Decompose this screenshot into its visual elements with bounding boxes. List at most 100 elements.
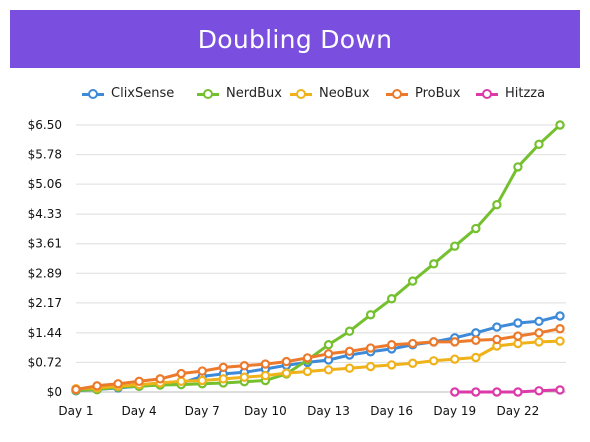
data-point-neobux [471,352,481,363]
chart-title: Doubling Down [197,24,393,54]
legend-label: Hitzza [505,86,546,101]
data-point-neobux [239,372,250,382]
data-point-hitzza [513,387,523,397]
x-tick-label: Day 7 [185,404,220,418]
data-point-hitzza [534,386,544,396]
y-tick-label: $2.89 [28,266,62,280]
x-tick-label: Day 16 [370,404,413,418]
legend-item-hitzza: Hitzza [476,86,545,101]
data-point-neobux [450,354,460,364]
y-tick-label: $0 [47,385,62,399]
data-point-neobux [281,368,292,378]
data-point-nerdbux [534,139,544,150]
legend-item-nerdbux: NerdBux [197,86,282,101]
data-point-hitzza [450,387,460,397]
legend-label: ProBux [415,86,461,101]
series-line-probux [74,327,562,391]
y-tick-label: $1.44 [28,326,62,340]
legend-swatch [476,87,498,101]
data-point-probux [113,379,123,389]
y-tick-label: $5.78 [28,148,62,162]
legend-swatch [290,87,312,101]
data-point-probux [218,362,229,373]
data-point-probux [134,376,144,387]
data-point-hitzza [555,385,565,395]
chart-title-bar: Doubling Down [10,10,580,68]
data-point-probux [386,340,397,350]
data-point-probux [450,337,460,347]
x-tick-label: Day 22 [497,404,540,418]
data-point-nerdbux [513,162,523,172]
legend-item-neobux: NeoBux [290,86,370,101]
y-tick-label: $2.17 [28,296,62,310]
data-point-probux [260,359,271,369]
data-point-probux [534,328,544,338]
y-tick-label: $4.33 [28,207,62,221]
data-point-neobux [176,376,186,387]
legend-swatch [82,87,104,101]
data-point-hitzza [471,387,481,397]
y-tick-label: $5.06 [28,177,62,191]
data-point-probux [281,356,292,367]
data-point-nerdbux [471,223,481,234]
data-point-nerdbux [407,276,418,286]
series-line-hitzza [453,388,562,394]
data-point-clixsense [534,316,544,327]
data-point-neobux [260,370,271,381]
data-point-probux [239,361,250,371]
data-point-probux [344,346,355,357]
data-point-neobux [197,375,207,386]
legend-swatch [386,87,408,101]
legend-item-clixsense: ClixSense [82,86,174,101]
data-point-nerdbux [323,340,334,350]
data-point-nerdbux [555,120,565,130]
legend-label: NeoBux [319,86,370,101]
x-tick-label: Day 13 [307,404,350,418]
data-point-nerdbux [344,326,355,336]
data-point-clixsense [492,322,502,332]
data-point-nerdbux [450,241,460,251]
y-tick-label: $3.61 [28,237,62,251]
data-point-nerdbux [365,310,376,320]
data-point-clixsense [555,311,565,321]
data-point-hitzza [492,387,502,397]
legend-label: NerdBux [226,86,282,101]
data-point-probux [513,331,523,341]
x-tick-label: Day 10 [244,404,287,418]
data-point-neobux [218,374,229,384]
y-tick-label: $6.50 [28,118,62,132]
data-point-probux [365,343,376,353]
data-point-probux [155,374,165,384]
legend-label: ClixSense [111,86,175,101]
data-point-probux [492,334,502,345]
data-point-probux [323,349,334,359]
y-tick-label: $0.72 [28,355,62,369]
x-tick-label: Day 1 [58,404,93,418]
chart-legend: ClixSense NerdBux NeoBux ProBux Hitzza [0,86,590,108]
x-tick-label: Day 19 [433,404,476,418]
data-point-probux [197,366,207,376]
legend-swatch [197,87,219,101]
data-point-probux [555,324,565,334]
data-point-probux [71,384,81,395]
data-point-neobux [323,365,334,375]
legend-item-probux: ProBux [386,86,460,101]
data-point-nerdbux [429,259,439,269]
data-point-probux [92,381,102,391]
data-point-neobux [386,360,397,370]
x-tick-label: Day 4 [122,404,157,418]
data-point-probux [302,353,313,363]
data-point-neobux [534,337,544,347]
data-point-probux [176,368,186,379]
data-point-neobux [407,358,418,368]
data-point-neobux [555,336,565,346]
data-point-clixsense [471,328,481,338]
data-point-neobux [365,361,376,372]
data-point-neobux [302,366,313,377]
data-point-neobux [429,356,439,366]
data-point-probux [471,335,481,345]
data-point-nerdbux [492,199,502,210]
data-point-clixsense [513,318,523,328]
data-point-neobux [344,363,355,373]
